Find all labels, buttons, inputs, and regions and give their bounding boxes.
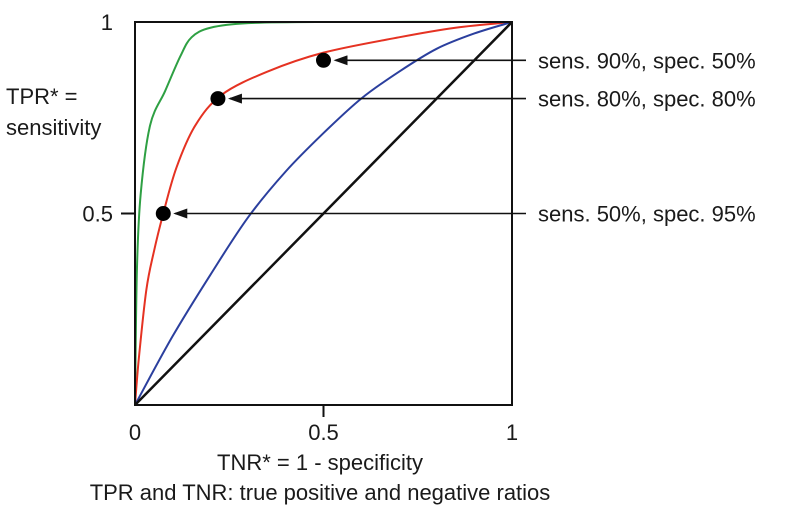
operating-point-marker [155, 206, 171, 221]
y-tick-label: 0.5 [82, 202, 113, 227]
x-axis-label: TNR* = 1 - specificity [217, 450, 423, 475]
y-tick-label: 1 [101, 10, 113, 35]
x-tick-label: 0.5 [308, 420, 339, 445]
y-axis-label-line2: sensitivity [6, 115, 101, 140]
x-tick-label: 0 [129, 420, 141, 445]
y-axis-label-line1: TPR* = [6, 84, 78, 109]
annotation-label: sens. 50%, spec. 95% [538, 202, 756, 227]
operating-point-marker [210, 91, 226, 107]
roc-curve-3 [134, 21, 513, 406]
annotation-label: sens. 90%, spec. 50% [538, 48, 756, 73]
operating-point-marker [316, 52, 331, 68]
axis-ticks: 0 0.5 1 0.5 1 [82, 10, 518, 445]
x-tick-label: 1 [506, 420, 518, 445]
annotations: sens. 90%, spec. 50% sens. 80%, spec. 80%… [155, 48, 756, 227]
footnote: TPR and TNR: true positive and negative … [90, 480, 551, 505]
roc-curve-2 [134, 21, 513, 406]
annotation-label: sens. 80%, spec. 80% [538, 87, 756, 112]
